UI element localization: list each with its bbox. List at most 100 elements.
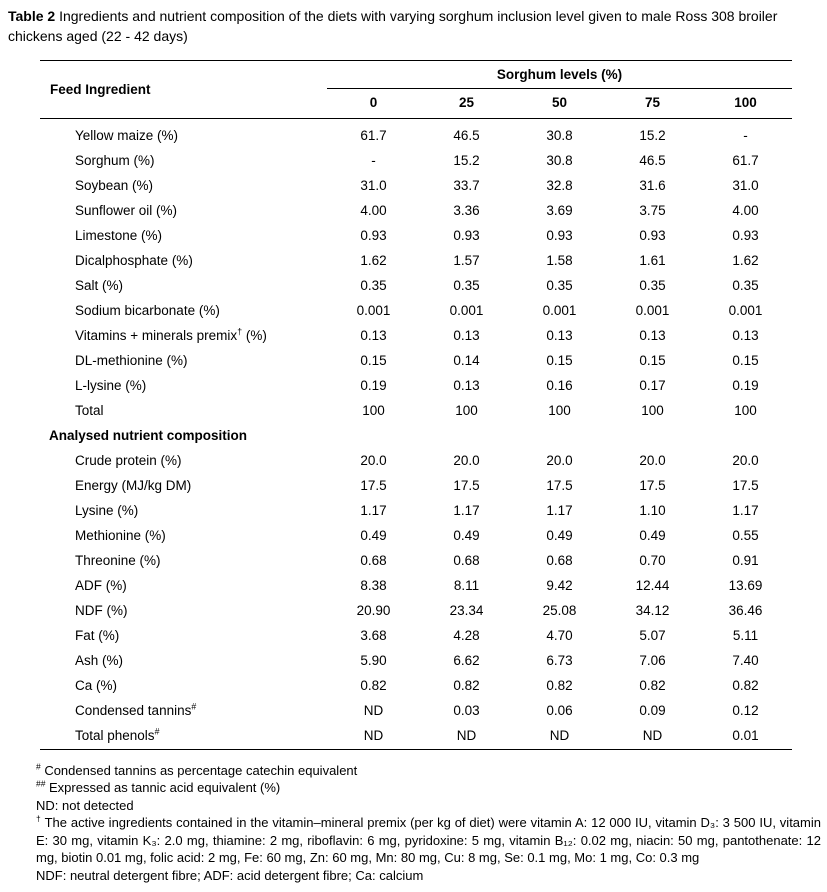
value-cell: 30.8 [546,128,573,143]
value-cell: ND [549,728,570,743]
table-caption: Table 2 Ingredients and nutrient composi… [8,6,819,46]
value-cell: 100 [641,403,664,418]
ingredient-label: DL-methionine (%) [75,353,188,368]
value-cell: 0.49 [639,528,666,543]
value-cell: 0.001 [449,303,484,318]
ingredient-label: Condensed tannins# [75,701,197,718]
value-cell: 0.49 [546,528,573,543]
value-cell: 17.5 [453,478,480,493]
value-cell: 17.5 [732,478,759,493]
value-cell: 0.13 [732,328,759,343]
value-cell: 0.68 [360,553,387,568]
table-row: Lysine (%) 1.17 1.17 1.17 1.10 1.17 [40,499,792,524]
value-cell: 25.08 [542,603,577,618]
value-cell: 0.001 [635,303,670,318]
value-cell: 4.28 [453,628,480,643]
value-cell: 0.68 [546,553,573,568]
value-cell: 0.68 [453,553,480,568]
value-cell: 20.0 [360,453,387,468]
value-cell: 0.82 [546,678,573,693]
ingredient-label: Sodium bicarbonate (%) [75,303,220,318]
value-cell: 17.5 [639,478,666,493]
value-cell: 32.8 [546,178,573,193]
table-row: Fat (%) 3.68 4.28 4.70 5.07 5.11 [40,624,792,649]
value-cell: 8.38 [360,578,387,593]
value-cell: ND [456,728,477,743]
table-row: L-lysine (%) 0.19 0.13 0.16 0.17 0.19 [40,374,792,399]
table-row: Sunflower oil (%) 4.00 3.36 3.69 3.75 4.00 [40,199,792,224]
table-row: NDF (%) 20.90 23.34 25.08 34.12 36.46 [40,599,792,624]
ingredient-label: Salt (%) [75,278,124,293]
value-cell: 1.10 [639,503,666,518]
value-cell: 0.15 [639,353,666,368]
footnote-marker: # [154,726,160,737]
value-cell: 0.93 [639,228,666,243]
ingredient-label: Soybean (%) [75,178,154,193]
value-cell: 6.73 [546,653,573,668]
ingredient-label: Sunflower oil (%) [75,203,178,218]
footnote: # Condensed tannins as percentage catech… [36,761,358,778]
section-row: Analysed nutrient composition [40,424,792,449]
table-row: Limestone (%) 0.93 0.93 0.93 0.93 0.93 [40,224,792,249]
value-cell: 4.70 [546,628,573,643]
value-cell: 5.90 [360,653,387,668]
footnote-marker: † [237,326,243,337]
table-row: Soybean (%) 31.0 33.7 32.8 31.6 31.0 [40,174,792,199]
table-row: Total 100 100 100 100 100 [40,399,792,424]
col-header-level-75: 75 [606,88,699,119]
table-row: Dicalphosphate (%) 1.62 1.57 1.58 1.61 1.62 [40,249,792,274]
value-cell: 30.8 [546,153,573,168]
table-row: Ash (%) 5.90 6.62 6.73 7.06 7.40 [40,649,792,674]
value-cell: 46.5 [639,153,666,168]
value-cell: 1.61 [639,253,666,268]
value-cell: 15.2 [453,153,480,168]
col-header-level-0: 0 [327,88,420,119]
footnote-marker: † [36,813,41,824]
ingredient-label: Total phenols# [75,726,160,743]
value-cell: 0.06 [546,703,573,718]
table-body: Yellow maize (%) 61.7 46.5 30.8 15.2- Sorghum… [40,119,792,750]
value-cell: 0.82 [453,678,480,693]
table-row: Crude protein (%) 20.0 20.0 20.0 20.0 20.0 [40,449,792,474]
value-cell: 61.7 [360,128,387,143]
value-cell: 20.90 [356,603,391,618]
table-row: ADF (%) 8.38 8.11 9.42 12.44 13.69 [40,574,792,599]
value-cell: 0.001 [728,303,763,318]
table-row: DL-methionine (%) 0.15 0.14 0.15 0.15 0.15 [40,349,792,374]
value-cell: 0.12 [732,703,759,718]
value-cell: 1.17 [732,503,759,518]
value-cell: 0.82 [639,678,666,693]
ingredient-label: NDF (%) [75,603,128,618]
footnote: ## Expressed as tannic acid equivalent (… [36,778,281,795]
ingredient-label: Vitamins + minerals premix† (%) [75,326,267,343]
value-cell: 0.13 [639,328,666,343]
table-row: Yellow maize (%) 61.7 46.5 30.8 15.2 - [40,119,792,149]
value-cell: - [743,128,748,143]
value-cell: 4.00 [360,203,387,218]
value-cell: 0.09 [639,703,666,718]
value-cell: 20.0 [453,453,480,468]
table-caption-label: Table 2 [8,8,56,24]
value-cell: 9.42 [546,578,573,593]
col-group-header-sorghum-levels: Sorghum levels (%) [327,60,793,89]
ingredient-label: ADF (%) [75,578,127,593]
table-row: Sorghum (%) - 15.2 30.8 46.5 61.7 [40,149,792,174]
value-cell: 0.19 [360,378,387,393]
value-cell: 0.17 [639,378,666,393]
level-header-row: 0 25 50 75 100 [40,88,793,119]
value-cell: 0.49 [453,528,480,543]
value-cell: 0.15 [360,353,387,368]
value-cell: 100 [734,403,757,418]
table-row: Sodium bicarbonate (%) 0.001 0.001 0.001 0.0… [40,299,792,324]
col-header-feed-ingredient: Feed Ingredient [40,60,327,119]
col-header-level-50: 50 [513,88,606,119]
value-cell: 20.0 [639,453,666,468]
value-cell: 6.62 [453,653,480,668]
table-row: Energy (MJ/kg DM) 17.5 17.5 17.5 17.5 17.5 [40,474,792,499]
value-cell: 0.13 [360,328,387,343]
value-cell: ND [363,728,384,743]
value-cell: 0.13 [546,328,573,343]
value-cell: 1.62 [360,253,387,268]
value-cell: 5.11 [732,628,759,643]
